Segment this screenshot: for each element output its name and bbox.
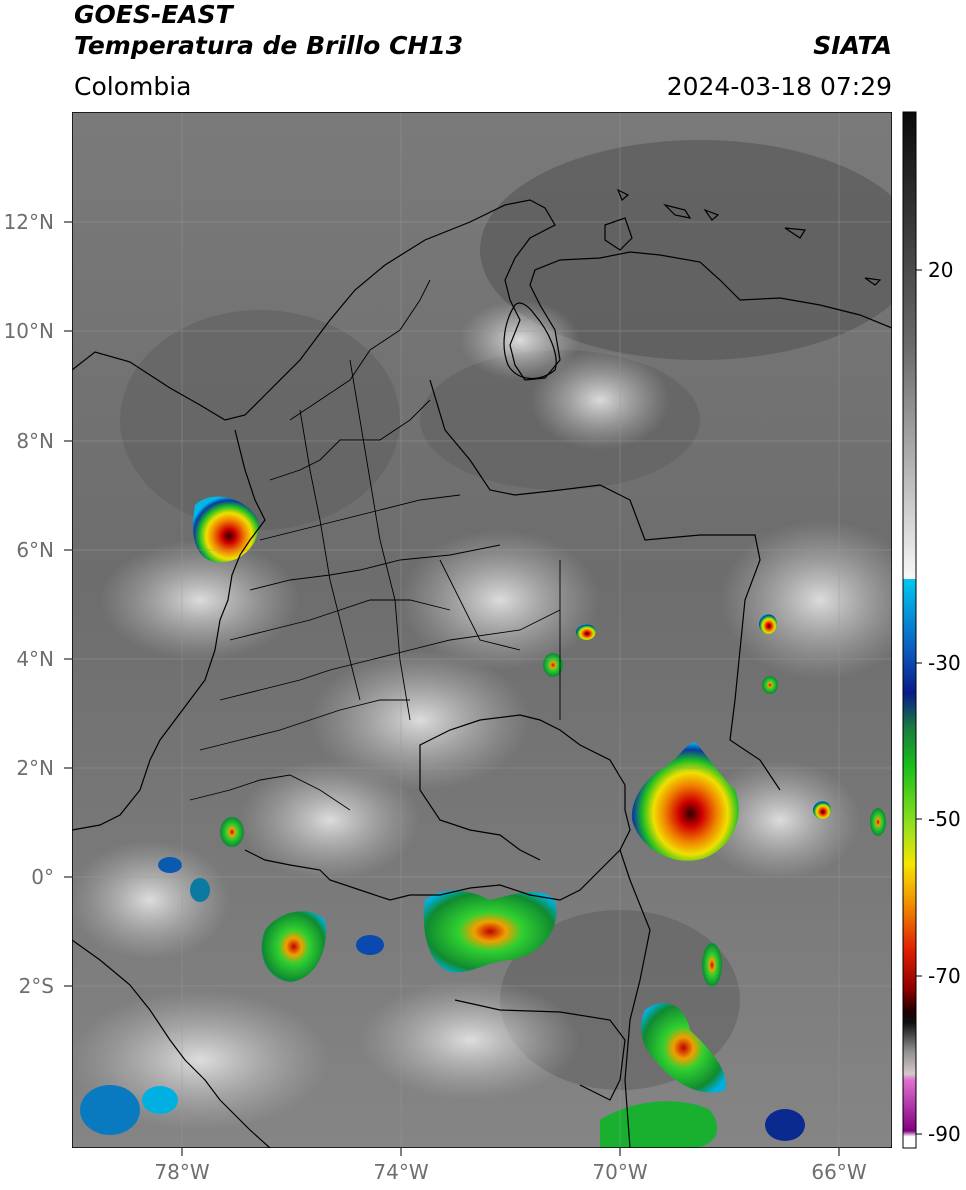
lon-label-74w: 74°W [373,1160,429,1184]
lon-label-70w: 70°W [592,1160,648,1184]
lon-label-78w: 78°W [154,1160,210,1184]
colorbar-tick-minus70: -70 [928,964,961,988]
lat-label-2s: 2°S [18,974,54,998]
colorbar-tick-minus50: -50 [928,807,961,831]
lat-label-4n: 4°N [16,647,54,671]
region-label: Colombia [74,72,192,101]
lat-label-10n: 10°N [3,319,54,343]
colorbar-tick-minus30: -30 [928,651,961,675]
colorbar-tick-minus90: -90 [928,1122,961,1146]
timestamp-label: 2024-03-18 07:29 [666,72,892,101]
cloud-field [72,112,892,1148]
gridlines [72,112,892,1148]
lat-label-2n: 2°N [16,756,54,780]
borders [72,188,892,1148]
colorbar-tick-20: 20 [928,258,954,282]
convective-cells [80,496,886,1148]
lat-label-12n: 12°N [3,210,54,234]
lon-label-66w: 66°W [811,1160,867,1184]
product-title: Temperatura de Brillo CH13 [74,31,464,60]
satellite-title: GOES-EAST [74,0,233,29]
lat-label-8n: 8°N [16,429,54,453]
agency-label: SIATA [813,31,892,60]
lat-label-0: 0° [31,865,54,889]
colorbar [902,111,922,1149]
lat-label-6n: 6°N [16,538,54,562]
